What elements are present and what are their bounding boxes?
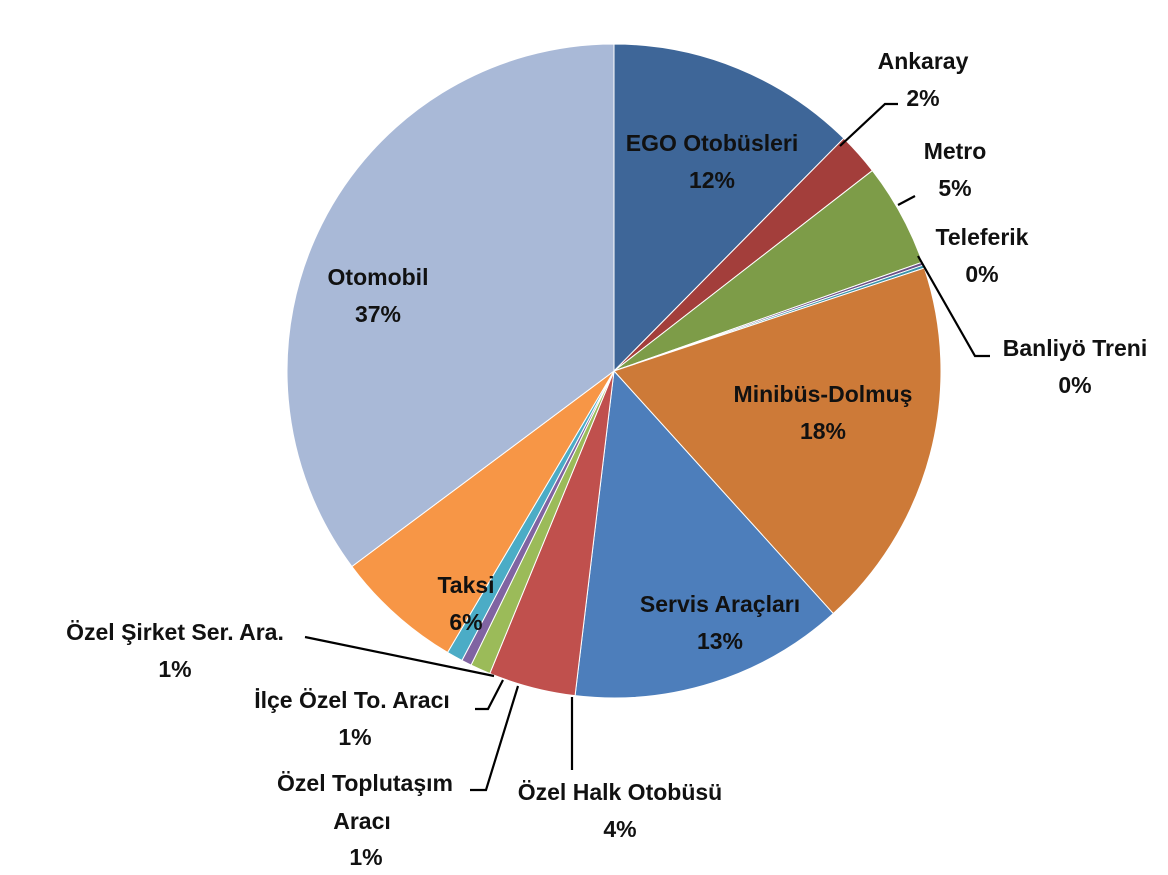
leader-line-banliyo-treni: [917, 255, 990, 358]
label-percent-teleferik: 0%: [965, 261, 998, 287]
pie-slices: [286, 43, 942, 699]
slice-servis-araclari: [574, 369, 835, 699]
leader-line-ozel-sirket-ser-ara: [304, 635, 495, 678]
label-percent-minibus-dolmus: 18%: [800, 418, 846, 444]
label-percent-metro: 5%: [938, 175, 971, 201]
label-name-taksi: Taksi: [437, 572, 494, 598]
label-name-ankaray: Ankaray: [878, 48, 969, 74]
label-name-ozel-toplutasim-araci: Aracı: [333, 808, 391, 834]
label-percent-servis-araclari: 13%: [697, 628, 743, 654]
label-percent-ankaray: 2%: [906, 85, 939, 111]
leader-line-ankaray: [839, 102, 898, 147]
slice-otomobil: [286, 43, 615, 568]
label-percent-banliyo-treni: 0%: [1058, 372, 1091, 398]
label-name-minibus-dolmus: Minibüs-Dolmuş: [734, 381, 913, 407]
leader-lines: [304, 102, 990, 792]
label-percent-ozel-halk-otobusu: 4%: [603, 816, 636, 842]
label-name-teleferik: Teleferik: [936, 224, 1029, 250]
leader-line-metro: [897, 195, 916, 206]
slice-minibus-dolmus: [613, 267, 942, 615]
label-name-metro: Metro: [924, 138, 987, 164]
leader-line-ilce-ozel-to-araci: [475, 679, 504, 711]
label-percent-ego-otobusleri: 12%: [689, 167, 735, 193]
label-name-ozel-halk-otobusu: Özel Halk Otobüsü: [518, 779, 722, 805]
slice-labels: EGO Otobüsleri 12% Ankaray 2% Metro 5% Telefer…: [66, 48, 1147, 870]
label-percent-ozel-sirket-ser-ara: 1%: [158, 656, 191, 682]
label-percent-taksi: 6%: [449, 609, 482, 635]
leader-line-ozel-toplutasim-araci: [470, 685, 520, 792]
label-percent-ilce-ozel-to-araci: 1%: [338, 724, 371, 750]
label-name-otomobil: Otomobil: [328, 264, 429, 290]
label-name-ozel-sirket-ser-ara: Özel Şirket Ser. Ara.: [66, 619, 284, 645]
label-percent-otomobil: 37%: [355, 301, 401, 327]
label-name-ilce-ozel-to-araci: İlçe Özel To. Aracı: [254, 687, 450, 713]
label-name-servis-araclari: Servis Araçları: [640, 591, 800, 617]
label-percent-ozel-toplutasim-araci: 1%: [349, 844, 382, 870]
label-name-ozel-toplutasim-araci: Özel Toplutaşım: [277, 770, 453, 796]
label-name-banliyo-treni: Banliyö Treni: [1003, 335, 1147, 361]
slice-taksi: [351, 370, 615, 654]
slice-ego-otobusleri: [613, 43, 845, 373]
label-name-ego-otobusleri: EGO Otobüsleri: [626, 130, 799, 156]
